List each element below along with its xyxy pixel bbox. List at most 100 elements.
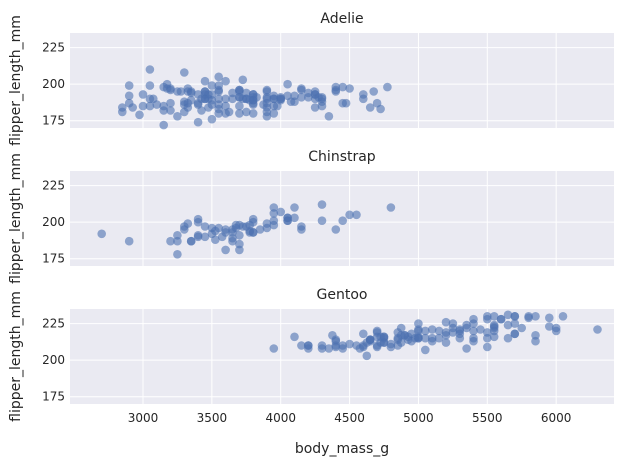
data-point xyxy=(235,85,244,95)
data-point xyxy=(524,312,533,321)
y-tick-label: 175 xyxy=(42,252,65,266)
data-point xyxy=(372,341,382,350)
data-point xyxy=(193,90,203,99)
data-point xyxy=(421,326,430,336)
data-point xyxy=(304,93,313,102)
data-point xyxy=(235,109,244,118)
data-point xyxy=(489,332,499,342)
data-point xyxy=(159,120,168,130)
y-tick-label: 225 xyxy=(42,41,65,55)
data-point xyxy=(269,203,279,212)
data-point xyxy=(338,216,348,225)
data-point xyxy=(545,313,554,323)
data-point xyxy=(338,344,348,353)
data-point xyxy=(200,222,210,231)
data-point xyxy=(593,325,602,334)
data-point xyxy=(421,345,430,355)
data-point xyxy=(427,336,437,346)
data-point xyxy=(517,323,526,333)
data-point xyxy=(262,219,272,228)
data-point xyxy=(324,344,334,353)
data-point xyxy=(262,93,272,102)
data-point xyxy=(221,245,230,255)
data-point xyxy=(290,203,299,212)
data-point xyxy=(283,213,292,223)
data-point xyxy=(183,219,193,228)
data-point xyxy=(273,101,282,111)
y-tick-label: 175 xyxy=(42,114,65,128)
data-point xyxy=(297,341,306,350)
data-point xyxy=(235,231,244,240)
data-point xyxy=(276,207,286,217)
data-point xyxy=(393,333,403,343)
data-point xyxy=(510,319,520,328)
data-point xyxy=(228,225,237,234)
data-point xyxy=(221,228,230,237)
data-point xyxy=(183,98,193,108)
y-tick-label: 200 xyxy=(42,215,65,229)
data-point xyxy=(297,93,306,102)
data-point xyxy=(341,98,351,108)
data-point xyxy=(186,236,196,246)
data-point xyxy=(262,85,272,95)
y-tick-label: 200 xyxy=(42,353,65,367)
data-point xyxy=(414,332,423,342)
x-tick-label: 4000 xyxy=(265,411,296,425)
data-point xyxy=(448,319,458,328)
panel-adelie: 175 200 225 Adelie flipper_length_mm xyxy=(8,11,614,146)
x-axis-label: body_mass_g xyxy=(295,441,389,457)
panels: 175 200 225 Adelie flipper_length_mm 175 200 22… xyxy=(8,11,614,425)
data-point xyxy=(166,236,175,246)
data-point xyxy=(221,101,230,111)
data-point xyxy=(369,87,379,96)
data-point xyxy=(448,328,458,337)
data-point xyxy=(386,203,396,212)
data-point xyxy=(331,225,341,234)
data-point xyxy=(193,214,203,224)
data-point xyxy=(173,236,182,246)
data-point xyxy=(310,103,320,112)
data-point xyxy=(345,339,354,349)
data-point xyxy=(462,320,471,330)
data-point xyxy=(455,329,465,339)
data-point xyxy=(469,326,478,336)
data-point xyxy=(145,81,155,90)
data-point xyxy=(166,106,175,115)
data-point xyxy=(365,103,375,112)
data-point xyxy=(276,94,286,104)
data-point xyxy=(207,114,217,124)
x-tick-label: 3000 xyxy=(128,411,159,425)
data-point xyxy=(207,81,217,90)
data-point xyxy=(214,87,223,96)
data-point xyxy=(483,312,492,321)
data-point xyxy=(228,94,237,104)
data-point xyxy=(441,331,451,340)
data-point xyxy=(496,314,506,324)
data-point xyxy=(269,109,279,118)
data-point xyxy=(310,87,320,96)
data-point xyxy=(211,235,220,244)
data-point xyxy=(193,98,203,108)
data-point xyxy=(328,331,337,340)
data-point xyxy=(551,323,561,333)
data-point xyxy=(149,94,158,104)
data-point xyxy=(283,79,292,89)
data-point xyxy=(183,84,193,93)
data-point xyxy=(159,101,168,111)
data-point xyxy=(228,88,237,98)
y-tick-label: 225 xyxy=(42,317,65,331)
data-point xyxy=(355,344,365,353)
data-point xyxy=(483,342,492,352)
data-point xyxy=(483,328,492,337)
data-point xyxy=(166,98,175,108)
data-point xyxy=(317,200,327,209)
data-point xyxy=(145,101,155,111)
data-point xyxy=(304,344,313,353)
data-point xyxy=(531,312,540,321)
data-point xyxy=(259,100,268,109)
data-point xyxy=(245,228,254,237)
data-point xyxy=(376,104,385,114)
panel-title: Adelie xyxy=(320,11,363,27)
data-point xyxy=(138,101,148,111)
data-point xyxy=(214,81,223,90)
